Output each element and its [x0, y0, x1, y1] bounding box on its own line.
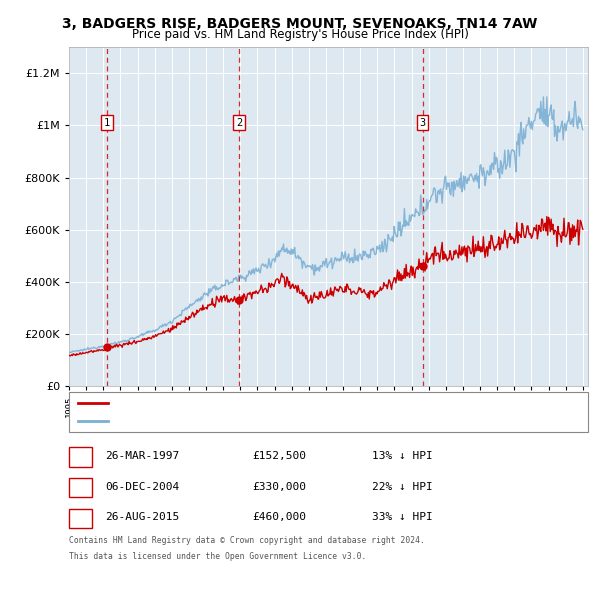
- Text: £460,000: £460,000: [252, 513, 306, 522]
- Text: 33% ↓ HPI: 33% ↓ HPI: [372, 513, 433, 522]
- Text: 06-DEC-2004: 06-DEC-2004: [105, 482, 179, 491]
- Text: 1: 1: [77, 450, 84, 463]
- Text: 26-AUG-2015: 26-AUG-2015: [105, 513, 179, 522]
- Text: 1: 1: [104, 118, 110, 128]
- Text: 22% ↓ HPI: 22% ↓ HPI: [372, 482, 433, 491]
- Text: 3, BADGERS RISE, BADGERS MOUNT, SEVENOAKS, TN14 7AW: 3, BADGERS RISE, BADGERS MOUNT, SEVENOAK…: [62, 17, 538, 31]
- Text: 3, BADGERS RISE, BADGERS MOUNT, SEVENOAKS, TN14 7AW (detached house): 3, BADGERS RISE, BADGERS MOUNT, SEVENOAK…: [113, 398, 512, 408]
- Text: 2: 2: [77, 480, 84, 493]
- Text: 2: 2: [236, 118, 242, 128]
- Text: Contains HM Land Registry data © Crown copyright and database right 2024.: Contains HM Land Registry data © Crown c…: [69, 536, 425, 545]
- Text: Price paid vs. HM Land Registry's House Price Index (HPI): Price paid vs. HM Land Registry's House …: [131, 28, 469, 41]
- Text: HPI: Average price, detached house, Sevenoaks: HPI: Average price, detached house, Seve…: [113, 415, 377, 425]
- Text: 3: 3: [419, 118, 426, 128]
- Text: 26-MAR-1997: 26-MAR-1997: [105, 451, 179, 461]
- Text: £152,500: £152,500: [252, 451, 306, 461]
- Text: 3: 3: [77, 511, 84, 524]
- Text: This data is licensed under the Open Government Licence v3.0.: This data is licensed under the Open Gov…: [69, 552, 367, 561]
- Text: £330,000: £330,000: [252, 482, 306, 491]
- Text: 13% ↓ HPI: 13% ↓ HPI: [372, 451, 433, 461]
